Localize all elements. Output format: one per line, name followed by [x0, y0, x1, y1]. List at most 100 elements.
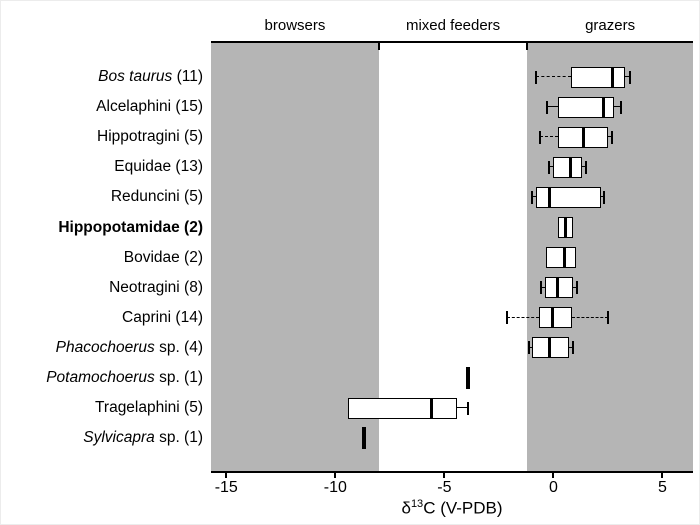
median-line	[556, 277, 560, 299]
median-line	[610, 66, 614, 88]
whisker-high	[625, 76, 630, 77]
feeding-axis-tick	[377, 42, 380, 50]
category-label-rest: Equidae (13)	[114, 158, 203, 176]
whisker-cap-low	[530, 190, 533, 204]
category-label-rest: Caprini (14)	[122, 308, 203, 326]
whisker-cap-high	[576, 281, 579, 295]
category-label: Phacochoerus sp. (4)	[1, 337, 203, 359]
category-label: Alcelaphini (15)	[1, 96, 203, 118]
x-tick-label: -5	[437, 479, 452, 496]
whisker-high	[607, 136, 613, 138]
whisker-high	[581, 166, 587, 168]
whisker-low	[549, 166, 554, 168]
x-tick	[661, 471, 664, 478]
box	[553, 156, 582, 178]
whisker-high	[573, 286, 578, 288]
category-label: Sylvicapra sp. (1)	[1, 427, 203, 449]
whisker-cap-high	[628, 70, 631, 84]
category-label: Hippopotamidae (2)	[1, 217, 203, 239]
category-label-rest: Tragelaphini (5)	[95, 399, 203, 417]
whisker-low	[540, 136, 558, 138]
median-line	[547, 337, 551, 359]
x-tick	[334, 471, 337, 478]
category-label: Bovidae (2)	[1, 247, 203, 269]
whisker-cap-low	[534, 70, 537, 84]
category-label-rest: Reduncini (5)	[110, 188, 203, 206]
category-label-rest: Hippopotamidae (2)	[58, 218, 203, 236]
median-line	[602, 96, 606, 118]
median-line	[582, 126, 586, 148]
category-label-rest: (11)	[172, 68, 203, 85]
x-axis-line	[211, 471, 693, 473]
category-label-rest: Alcelaphini (15)	[96, 98, 203, 116]
whisker-cap-low	[545, 100, 548, 114]
whisker-high	[568, 346, 574, 348]
x-tick-label: 0	[548, 479, 558, 496]
median-line	[569, 156, 573, 178]
category-label: Potamochoerus sp. (1)	[1, 367, 203, 389]
whisker-low	[541, 286, 545, 288]
whisker-low	[546, 106, 558, 108]
whisker-cap-low	[540, 281, 543, 295]
whisker-cap-high	[585, 160, 588, 174]
median-line	[550, 307, 554, 329]
whisker-high	[571, 316, 608, 318]
single-observation-marker	[361, 427, 366, 450]
category-genus: Bos taurus	[98, 68, 173, 85]
x-tick-label: -15	[214, 479, 238, 496]
whisker-low	[531, 196, 536, 198]
whisker-high	[614, 106, 621, 108]
diet-category-label: grazers	[585, 17, 636, 34]
whisker-cap-high	[606, 311, 609, 325]
category-label-rest: sp. (4)	[154, 338, 203, 356]
whisker-cap-high	[572, 341, 575, 355]
whisker-low	[506, 316, 540, 318]
feeding-axis-line	[211, 41, 693, 43]
feeding-axis-tick	[526, 42, 529, 50]
x-tick	[225, 471, 228, 478]
category-label: Tragelaphini (5)	[1, 397, 203, 419]
box	[539, 307, 572, 329]
x-axis-title-delta: δ	[401, 498, 411, 518]
diet-category-label: browsers	[264, 17, 326, 34]
category-label: Reduncini (5)	[1, 186, 203, 208]
whisker-cap-high	[467, 401, 470, 415]
x-tick	[552, 471, 555, 478]
whisker-low	[535, 76, 571, 77]
x-axis-title-rest: C (V-PDB)	[423, 498, 503, 518]
whisker-cap-high	[602, 190, 605, 204]
category-genus: Sylvicapra	[83, 429, 155, 447]
median-line	[429, 397, 433, 419]
category-label: Bos taurus (11)	[1, 66, 203, 88]
single-observation-marker	[466, 367, 471, 389]
whisker-cap-low	[548, 160, 551, 174]
x-axis-title: δ13C (V-PDB)	[211, 498, 693, 519]
whisker-cap-high	[620, 100, 623, 114]
whisker-cap-high	[611, 130, 614, 144]
box	[535, 186, 602, 208]
median-line	[563, 217, 567, 238]
whisker-high	[601, 196, 604, 198]
category-label: Neotragini (8)	[1, 277, 203, 299]
category-label: Equidae (13)	[1, 156, 203, 178]
box	[348, 397, 458, 419]
category-genus: Potamochoerus	[46, 369, 155, 386]
category-label: Hippotragini (5)	[1, 126, 203, 148]
whisker-cap-low	[505, 311, 508, 325]
category-label-rest: sp. (1)	[154, 369, 203, 386]
category-label: Caprini (14)	[1, 307, 203, 329]
whisker-cap-low	[528, 341, 531, 355]
whisker-cap-low	[539, 130, 542, 144]
median-line	[562, 247, 566, 269]
diet-category-label: mixed feeders	[405, 17, 501, 34]
whisker-low	[529, 346, 532, 348]
x-tick	[443, 471, 446, 478]
x-tick-label: 5	[658, 479, 667, 496]
box	[545, 247, 577, 269]
median-line	[547, 186, 551, 208]
box	[557, 96, 615, 118]
category-label-rest: Neotragini (8)	[109, 278, 203, 296]
x-axis-title-superscript: 13	[410, 498, 424, 510]
category-label-rest: sp. (1)	[154, 429, 203, 447]
